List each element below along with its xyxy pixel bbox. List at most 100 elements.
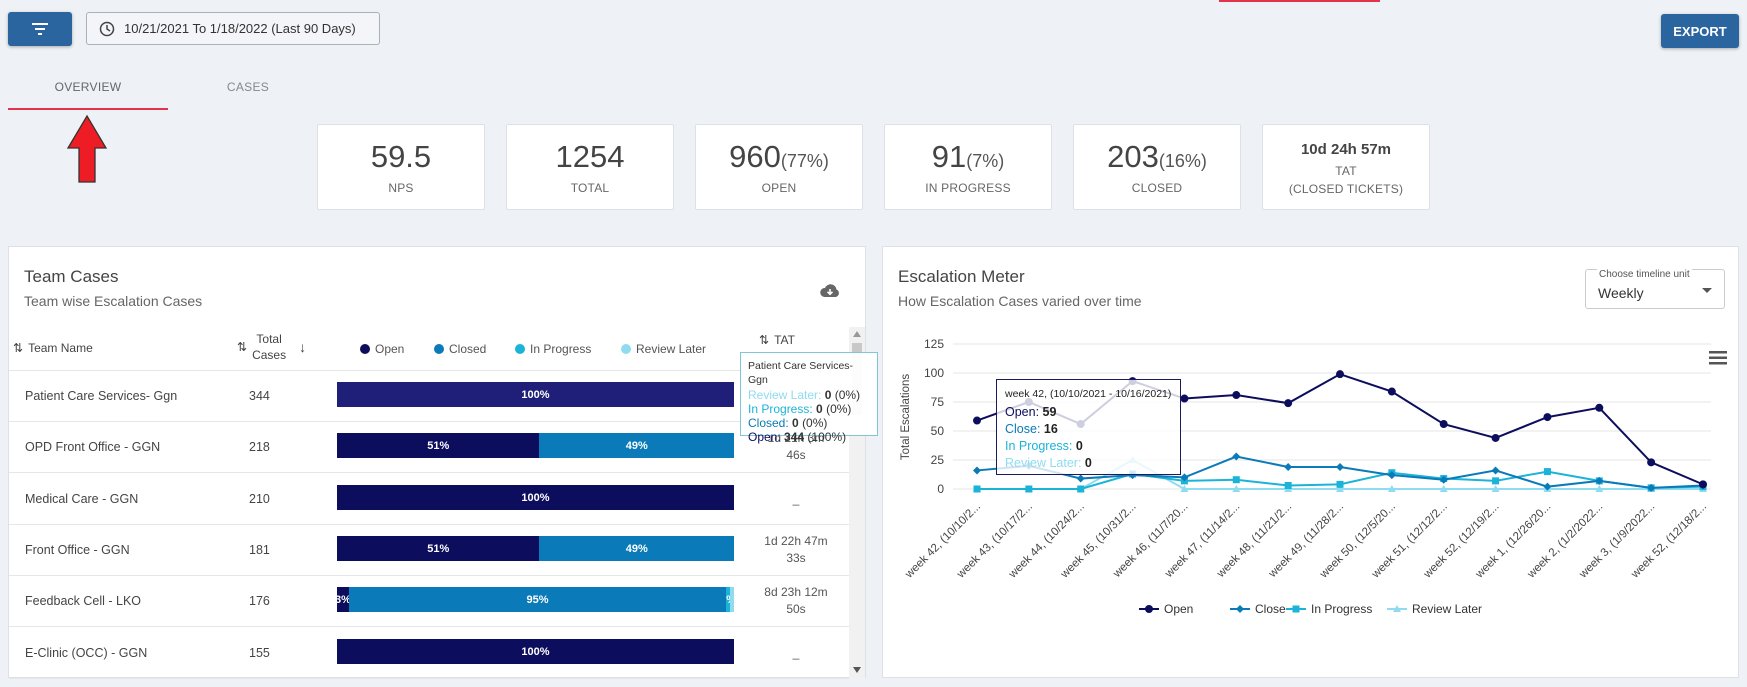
bar-segment[interactable]: 100% — [337, 382, 734, 407]
clock-icon — [99, 21, 115, 36]
tab-active-indicator — [8, 108, 168, 110]
chart-tooltip-title: week 42, (10/10/2021 - 10/16/2021) — [1005, 388, 1172, 400]
kpi-tat-value: 10d 24h 57m — [1300, 141, 1392, 158]
chart-tooltip: week 42, (10/10/2021 - 10/16/2021) Open:… — [996, 379, 1181, 475]
bar-segment[interactable]: 49% — [539, 536, 734, 561]
chart-menu-icon[interactable] — [1709, 351, 1727, 365]
top-accent-line — [1219, 0, 1380, 2]
data-point — [1543, 482, 1552, 491]
chevron-down-icon — [1702, 288, 1712, 293]
kpi-open: 960(77%) OPEN — [695, 124, 863, 210]
kpi-open-label: OPEN — [761, 181, 797, 195]
kpi-total-value: 1254 — [555, 139, 625, 174]
sort-icon: ⇅ — [759, 333, 770, 347]
status-bar[interactable]: 51% 49% — [337, 536, 734, 561]
date-range-picker[interactable]: 10/21/2021 To 1/18/2022 (Last 90 Days) — [86, 12, 380, 45]
tab-overview[interactable]: OVERVIEW — [54, 80, 122, 94]
status-bar[interactable]: 51% 49% — [337, 433, 734, 458]
tooltip-title: Patient Care Services- Ggn — [748, 360, 854, 386]
bar-segment[interactable] — [730, 587, 734, 612]
status-bar[interactable]: 100% — [337, 639, 734, 664]
cloud-download-icon[interactable] — [819, 283, 841, 299]
team-total: 344 — [249, 389, 270, 403]
data-point — [1284, 482, 1292, 490]
tab-cases[interactable]: CASES — [226, 80, 270, 94]
team-total: 155 — [249, 646, 270, 660]
y-tick-label: 50 — [931, 424, 945, 438]
team-total: 218 — [249, 440, 270, 454]
legend-open[interactable]: Open — [360, 342, 404, 356]
table-row[interactable]: Feedback Cell - LKO 176 3%95%1% 8d 23h 1… — [9, 576, 849, 627]
kpi-tat-label: TAT — [1335, 164, 1357, 178]
team-cases-subtitle: Team wise Escalation Cases — [24, 293, 203, 309]
data-point — [1284, 462, 1293, 471]
data-point — [1076, 474, 1085, 483]
data-point — [1439, 485, 1448, 492]
kpi-closed-label: CLOSED — [1131, 181, 1183, 195]
kpi-closed-value: 203 — [1107, 139, 1159, 174]
status-bar[interactable]: 100% — [337, 485, 734, 510]
escalation-title: Escalation Meter — [898, 267, 1025, 286]
team-name: Medical Care - GGN — [25, 492, 139, 506]
data-point — [1180, 485, 1189, 492]
bar-segment[interactable]: 95% — [348, 587, 727, 612]
team-total: 210 — [249, 492, 270, 506]
chart-legend-in-progress[interactable]: In Progress — [1286, 602, 1372, 616]
legend-closed[interactable]: Closed — [434, 342, 486, 356]
chart-legend-review-later[interactable]: Review Later — [1387, 602, 1482, 616]
legend-review-later[interactable]: Review Later — [621, 342, 706, 356]
bar-segment[interactable]: 100% — [337, 639, 734, 664]
team-name-header[interactable]: ⇅ Team Name — [13, 341, 93, 355]
timeline-unit-select[interactable]: Choose timeline unit Weekly — [1585, 269, 1725, 309]
kpi-open-pct: (77%) — [780, 151, 829, 171]
bar-segment[interactable]: 100% — [337, 485, 734, 510]
scroll-down-icon[interactable] — [853, 667, 861, 673]
data-point — [1491, 466, 1500, 475]
data-point — [1180, 394, 1189, 403]
kpi-in-progress: 91(7%) IN PROGRESS — [884, 124, 1052, 210]
sort-icon: ⇅ — [237, 340, 248, 354]
total-cases-header[interactable]: ⇅ Total Cases ↓ — [237, 332, 307, 362]
table-row[interactable]: Medical Care - GGN 210 100% _ — [9, 474, 849, 525]
filter-icon — [32, 23, 48, 35]
kpi-total: 1254 TOTAL — [506, 124, 674, 210]
data-point — [1232, 485, 1241, 492]
export-button[interactable]: EXPORT — [1661, 14, 1739, 48]
chart-legend-close[interactable]: Close — [1230, 602, 1286, 616]
table-row[interactable]: Patient Care Services- Ggn 344 100% — [9, 371, 849, 422]
tat-header[interactable]: ⇅ TAT — [759, 333, 795, 347]
data-point — [1439, 475, 1448, 484]
legend-marker-icon — [1286, 605, 1306, 613]
escalation-subtitle: How Escalation Cases varied over time — [898, 293, 1142, 309]
kpi-in-progress-label: IN PROGRESS — [925, 181, 1011, 195]
status-bar[interactable]: 3%95%1% — [337, 587, 734, 612]
date-range-text: 10/21/2021 To 1/18/2022 (Last 90 Days) — [124, 21, 356, 36]
bar-segment[interactable]: 49% — [539, 433, 734, 458]
table-row[interactable]: Front Office - GGN 181 51% 49% 1d 22h 47m… — [9, 525, 849, 576]
data-point — [1595, 485, 1604, 492]
status-bar[interactable]: 100% — [337, 382, 734, 407]
y-axis-label: Total Escalations — [900, 374, 912, 461]
bar-segment[interactable]: 51% — [337, 536, 540, 561]
data-point — [973, 416, 981, 425]
y-tick-label: 75 — [931, 395, 945, 409]
team-table-header: ⇅ Team Name ⇅ Total Cases ↓ ⇅ TAT — [9, 327, 849, 371]
team-name: Patient Care Services- Ggn — [25, 389, 178, 403]
chart-legend-open[interactable]: Open — [1139, 602, 1193, 616]
filter-button[interactable] — [8, 12, 72, 46]
red-arrow-annotation — [66, 114, 108, 183]
legend-marker-icon — [1139, 605, 1159, 613]
legend-in-progress[interactable]: In Progress — [515, 342, 591, 356]
bar-segment[interactable]: 51% — [337, 433, 540, 458]
team-tat: 1d 22h 47m 33s — [764, 534, 828, 565]
table-row[interactable]: E-Clinic (OCC) - GGN 155 100% _ — [9, 628, 849, 679]
bar-segment[interactable]: 1% — [726, 587, 731, 612]
data-point — [1387, 387, 1396, 396]
data-point — [1025, 485, 1033, 493]
kpi-nps: 59.5 NPS — [317, 124, 485, 210]
legend-marker-icon — [1230, 605, 1250, 613]
data-point — [1647, 458, 1656, 467]
scroll-up-icon[interactable] — [853, 331, 861, 337]
bar-segment[interactable]: 3% — [337, 587, 349, 612]
select-value: Weekly — [1598, 285, 1644, 301]
